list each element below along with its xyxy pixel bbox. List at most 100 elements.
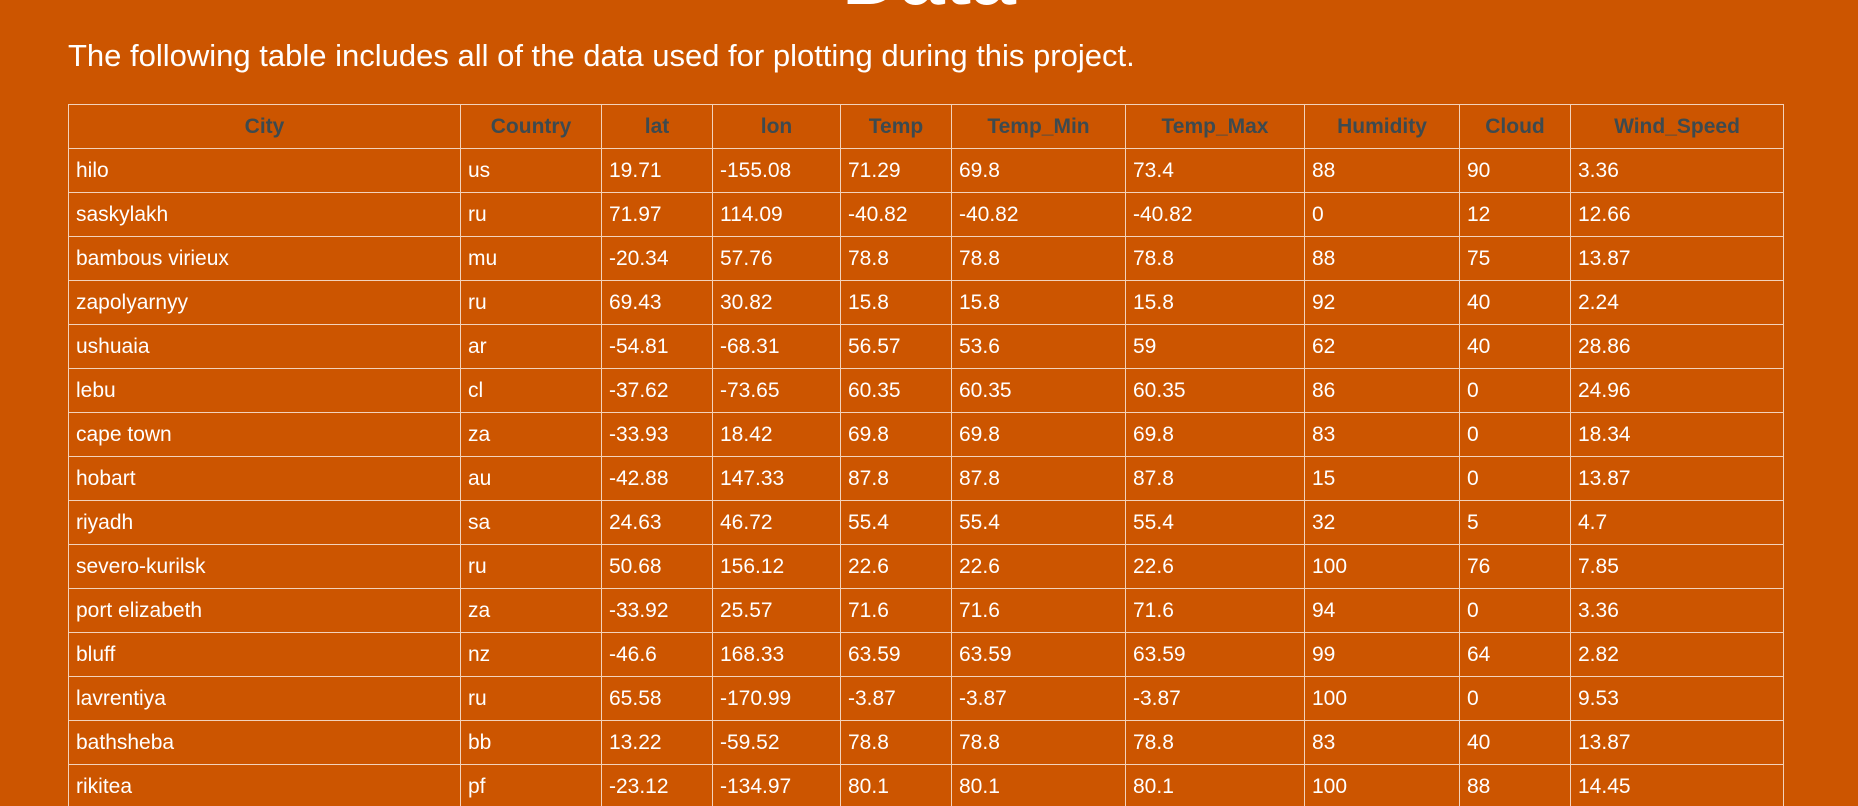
cell-lon: 168.33: [712, 632, 841, 677]
cell-country: au: [460, 456, 602, 501]
cell-country: bb: [460, 720, 602, 765]
cell-lat: 71.97: [601, 192, 713, 237]
table-row: ushuaia ar -54.81 -68.31 56.57 53.6 59 62 40 28.8…: [68, 324, 1784, 369]
cell-temp-min: 22.6: [951, 544, 1126, 589]
table-row: lebu cl -37.62 -73.65 60.35 60.35 60.35 86 0 24.9…: [68, 368, 1784, 413]
cell-city: hilo: [68, 148, 461, 193]
cell-country: nz: [460, 632, 602, 677]
table-body: hilo us 19.71 -155.08 71.29 69.8 73.4 88 90 3.36 s…: [68, 148, 1784, 806]
cell-cloud: 5: [1459, 500, 1571, 545]
column-header-country[interactable]: Country: [460, 104, 602, 149]
cell-city: cape town: [68, 412, 461, 457]
cell-cloud: 90: [1459, 148, 1571, 193]
cell-lon: -59.52: [712, 720, 841, 765]
cell-lat: 69.43: [601, 280, 713, 325]
table-row: zapolyarnyy ru 69.43 30.82 15.8 15.8 15.8 92 40 2…: [68, 280, 1784, 325]
cell-wind-speed: 9.53: [1570, 676, 1784, 721]
cell-temp: 15.8: [840, 280, 952, 325]
cell-country: mu: [460, 236, 602, 281]
cell-city: hobart: [68, 456, 461, 501]
cell-temp-min: 87.8: [951, 456, 1126, 501]
cell-humidity: 32: [1304, 500, 1460, 545]
cell-temp-min: 78.8: [951, 720, 1126, 765]
cell-temp-min: 80.1: [951, 764, 1126, 806]
column-header-wind-speed[interactable]: Wind_Speed: [1570, 104, 1784, 149]
cell-temp-min: -3.87: [951, 676, 1126, 721]
column-header-city[interactable]: City: [68, 104, 461, 149]
cell-lat: 19.71: [601, 148, 713, 193]
cell-lat: -54.81: [601, 324, 713, 369]
cell-temp-max: 80.1: [1125, 764, 1305, 806]
cell-lon: -170.99: [712, 676, 841, 721]
cell-lon: -68.31: [712, 324, 841, 369]
cell-country: za: [460, 588, 602, 633]
cell-wind-speed: 2.24: [1570, 280, 1784, 325]
cell-country: us: [460, 148, 602, 193]
cell-temp-max: 22.6: [1125, 544, 1305, 589]
cell-country: ru: [460, 544, 602, 589]
cell-temp-max: 60.35: [1125, 368, 1305, 413]
cell-lon: 25.57: [712, 588, 841, 633]
cell-temp: 71.6: [840, 588, 952, 633]
cell-wind-speed: 13.87: [1570, 720, 1784, 765]
cell-temp-max: 59: [1125, 324, 1305, 369]
cell-lat: -46.6: [601, 632, 713, 677]
cell-temp: 56.57: [840, 324, 952, 369]
table-row: lavrentiya ru 65.58 -170.99 -3.87 -3.87 -3.87 1…: [68, 676, 1784, 721]
cell-humidity: 88: [1304, 236, 1460, 281]
table-header-row: City Country lat lon Temp Temp_Min Temp_…: [68, 104, 1784, 149]
cell-lat: -33.92: [601, 588, 713, 633]
cell-temp-max: 15.8: [1125, 280, 1305, 325]
cell-temp-min: 60.35: [951, 368, 1126, 413]
cell-cloud: 40: [1459, 720, 1571, 765]
cell-city: lebu: [68, 368, 461, 413]
column-header-cloud[interactable]: Cloud: [1459, 104, 1571, 149]
cell-cloud: 75: [1459, 236, 1571, 281]
cell-temp-min: 55.4: [951, 500, 1126, 545]
cell-lon: -73.65: [712, 368, 841, 413]
cell-lon: 114.09: [712, 192, 841, 237]
cell-cloud: 64: [1459, 632, 1571, 677]
cell-temp: -40.82: [840, 192, 952, 237]
table-row: hilo us 19.71 -155.08 71.29 69.8 73.4 88 90 3.36: [68, 148, 1784, 193]
cell-lat: 13.22: [601, 720, 713, 765]
cell-temp-max: -3.87: [1125, 676, 1305, 721]
cell-temp-min: 69.8: [951, 148, 1126, 193]
cell-wind-speed: 13.87: [1570, 236, 1784, 281]
column-header-temp-min[interactable]: Temp_Min: [951, 104, 1126, 149]
column-header-humidity[interactable]: Humidity: [1304, 104, 1460, 149]
cell-cloud: 0: [1459, 456, 1571, 501]
cell-temp: 69.8: [840, 412, 952, 457]
cell-temp-min: 53.6: [951, 324, 1126, 369]
cell-lat: -23.12: [601, 764, 713, 806]
cell-temp-max: 55.4: [1125, 500, 1305, 545]
cell-lon: 18.42: [712, 412, 841, 457]
table-row: riyadh sa 24.63 46.72 55.4 55.4 55.4 32 5 4.7: [68, 500, 1784, 545]
column-header-lat[interactable]: lat: [601, 104, 713, 149]
cell-temp-max: 69.8: [1125, 412, 1305, 457]
table-row: hobart au -42.88 147.33 87.8 87.8 87.8 15 0 13.87: [68, 456, 1784, 501]
cell-city: lavrentiya: [68, 676, 461, 721]
cell-city: saskylakh: [68, 192, 461, 237]
cell-temp-min: 15.8: [951, 280, 1126, 325]
cell-country: ru: [460, 676, 602, 721]
table-row: rikitea pf -23.12 -134.97 80.1 80.1 80.1 100 88 1…: [68, 764, 1784, 806]
cell-country: ru: [460, 192, 602, 237]
column-header-temp[interactable]: Temp: [840, 104, 952, 149]
cell-temp: 80.1: [840, 764, 952, 806]
column-header-temp-max[interactable]: Temp_Max: [1125, 104, 1305, 149]
table-row: severo-kurilsk ru 50.68 156.12 22.6 22.6 22.6 1…: [68, 544, 1784, 589]
cell-city: rikitea: [68, 764, 461, 806]
cell-lat: 50.68: [601, 544, 713, 589]
cell-humidity: 100: [1304, 764, 1460, 806]
cell-temp: 71.29: [840, 148, 952, 193]
cell-wind-speed: 2.82: [1570, 632, 1784, 677]
cell-temp-min: 69.8: [951, 412, 1126, 457]
cell-temp-min: -40.82: [951, 192, 1126, 237]
table-row: saskylakh ru 71.97 114.09 -40.82 -40.82 -40.82…: [68, 192, 1784, 237]
cell-city: severo-kurilsk: [68, 544, 461, 589]
cell-humidity: 86: [1304, 368, 1460, 413]
column-header-lon[interactable]: lon: [712, 104, 841, 149]
cell-cloud: 76: [1459, 544, 1571, 589]
